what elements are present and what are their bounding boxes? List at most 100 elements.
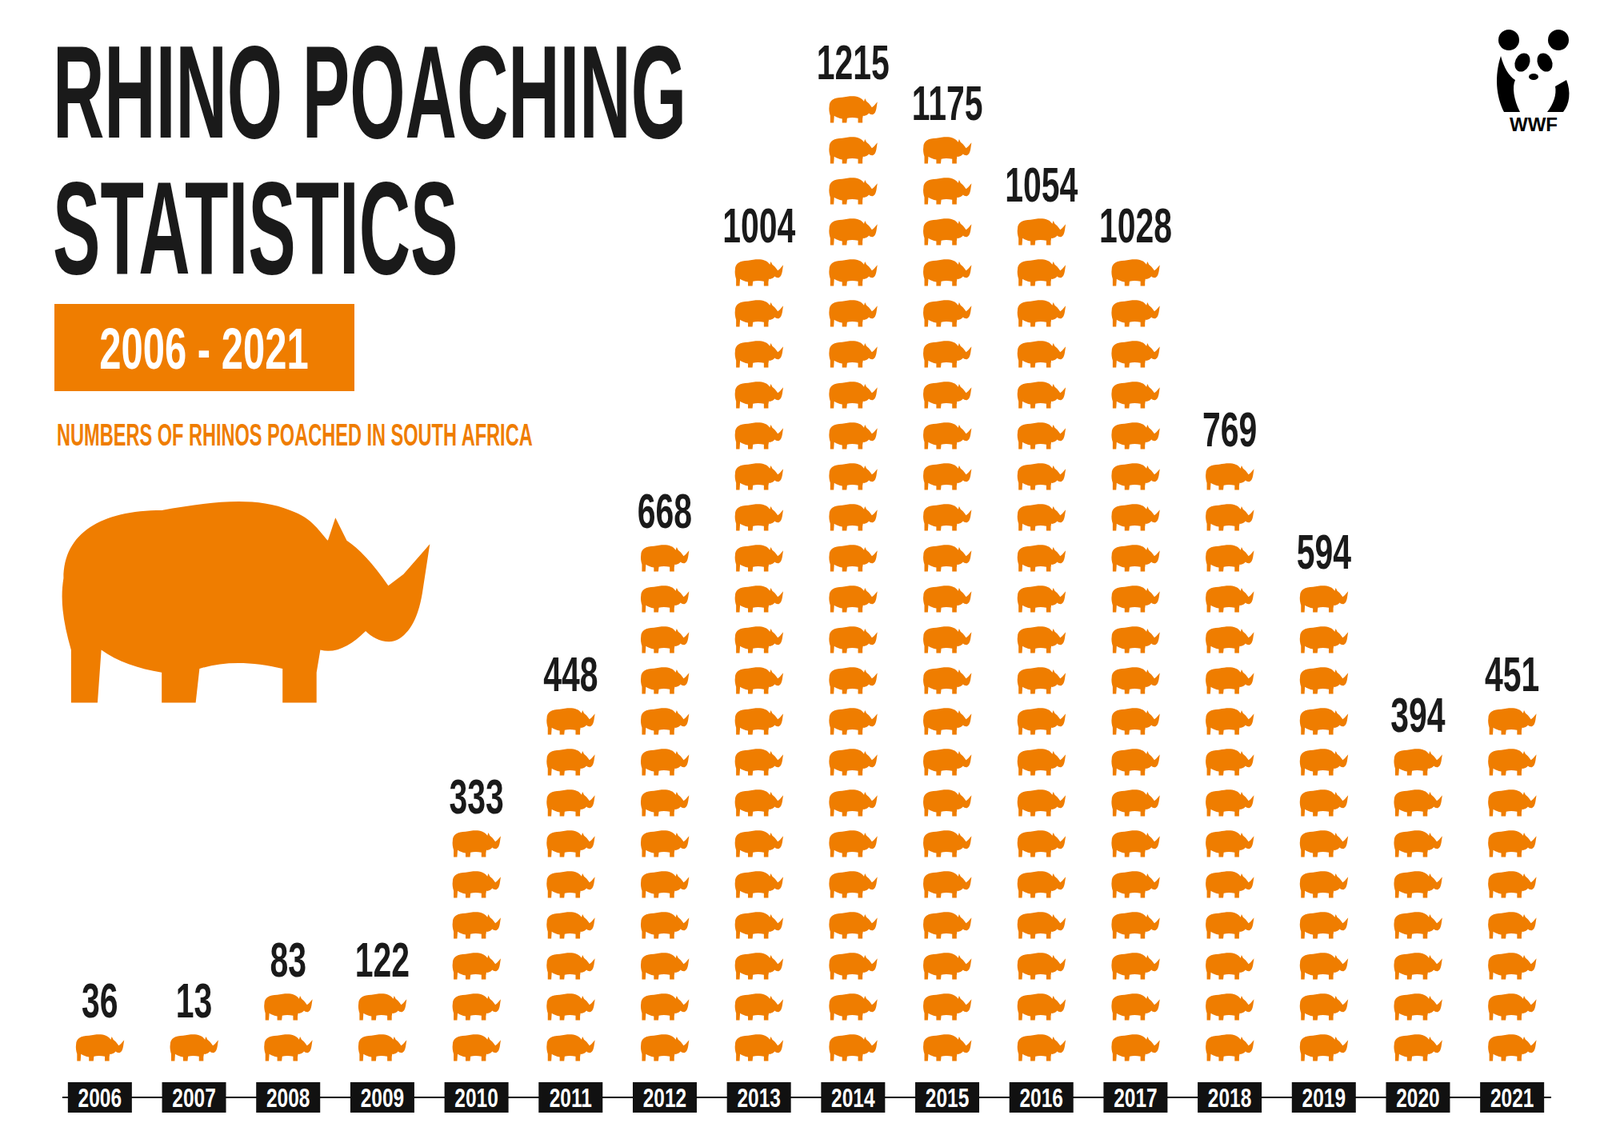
rhino-icon: [1393, 912, 1442, 939]
rhino-illustration: [62, 501, 431, 704]
rhino-icon: [546, 1034, 595, 1061]
data-labels: 3613831223334486681004121511751054102876…: [81, 34, 1540, 1028]
rhino-icon: [1111, 993, 1160, 1020]
rhino-icon: [923, 912, 972, 939]
rhino-icon: [1488, 748, 1536, 776]
title: STATISTICS: [52, 154, 459, 302]
x-tick-box: [820, 1082, 885, 1113]
logo-body: [1547, 80, 1569, 112]
rhino-icon: [923, 544, 972, 572]
x-tick-label: 2007: [172, 1082, 216, 1113]
x-tick-label: 2015: [925, 1082, 969, 1113]
x-tick-label: 2010: [454, 1082, 498, 1113]
rhino-icon: [452, 952, 501, 980]
logo-eye: [1512, 50, 1533, 74]
rhino-icon: [1017, 952, 1066, 980]
logo-ear: [1498, 29, 1520, 51]
x-tick-box: [256, 1082, 320, 1113]
pictogram-bar: [76, 1034, 124, 1061]
x-tick-label: 2011: [549, 1082, 592, 1113]
x-tick-label: 2018: [1208, 1082, 1252, 1113]
rhino-icon: [1300, 912, 1348, 939]
rhino-icon: [828, 504, 877, 531]
rhino-icon: [1205, 789, 1254, 816]
rhino-icon: [1017, 300, 1066, 327]
rhino-icon: [1300, 708, 1348, 735]
rhino-icon: [828, 830, 877, 857]
rhino-icon: [828, 667, 877, 694]
rhino-icon: [828, 708, 877, 735]
rhino-icon: [828, 952, 877, 980]
x-tick-label: 2019: [1302, 1082, 1346, 1113]
rhino-icon: [828, 544, 877, 572]
rhino-icon: [170, 1034, 219, 1061]
rhino-icon: [546, 871, 595, 898]
rhino-icon: [923, 871, 972, 898]
caption: NUMBERS OF RHINOS POACHED IN SOUTH AFRIC…: [56, 418, 533, 452]
rhino-icon: [1017, 1034, 1066, 1061]
rhino-icon: [923, 422, 972, 449]
rhino-icon: [735, 952, 784, 980]
rhino-icon: [828, 1034, 877, 1061]
rhino-icon: [1017, 708, 1066, 735]
rhino-icon: [640, 708, 689, 735]
rhino-icon: [546, 708, 595, 735]
rhino-icon: [1300, 952, 1348, 980]
rhino-icon: [1393, 1034, 1442, 1061]
rhino-icon: [1393, 952, 1442, 980]
rhino-icon: [640, 626, 689, 653]
rhino-icon: [1111, 340, 1160, 368]
x-tick-label: 2021: [1490, 1082, 1534, 1113]
rhino-icon: [640, 993, 689, 1020]
rhino-icon: [1205, 463, 1254, 490]
x-tick-box: [1292, 1082, 1356, 1113]
rhino-icon: [1300, 585, 1348, 612]
rhino-icon: [735, 667, 784, 694]
rhino-icon: [1017, 993, 1066, 1020]
subtitle-box: [54, 304, 355, 392]
pictogram-bar: [1111, 259, 1160, 1061]
rhino-icon: [1017, 585, 1066, 612]
data-label: 13: [176, 972, 213, 1028]
rhino-icon: [1393, 789, 1442, 816]
rhino-icon: [640, 952, 689, 980]
rhino-icon: [1017, 626, 1066, 653]
rhino-icon: [1111, 544, 1160, 572]
rhino-icon: [1300, 830, 1348, 857]
rhino-icon: [1300, 1034, 1348, 1061]
data-label: 1215: [816, 34, 890, 90]
rhino-icon: [923, 504, 972, 531]
rhino-icon: [1111, 748, 1160, 776]
rhino-icon: [452, 871, 501, 898]
rhino-icon: [735, 381, 784, 408]
rhino-icon: [1017, 748, 1066, 776]
x-tick-box: [350, 1082, 415, 1113]
rhino-icon: [640, 871, 689, 898]
x-tick-label: 2020: [1396, 1082, 1440, 1113]
rhino-icon: [1017, 789, 1066, 816]
rhino-icon: [1111, 259, 1160, 286]
rhino-icon: [1300, 626, 1348, 653]
rhino-icon: [828, 218, 877, 245]
x-tick-box: [444, 1082, 509, 1113]
rhino-icon: [923, 952, 972, 980]
rhino-icon: [546, 993, 595, 1020]
rhino-icon: [923, 1034, 972, 1061]
rhino-icon: [1300, 871, 1348, 898]
rhino-icon: [1017, 463, 1066, 490]
rhino-icon: [1393, 993, 1442, 1020]
pictogram-bar: [735, 259, 784, 1061]
rhino-icon: [546, 789, 595, 816]
rhino-icon: [452, 912, 501, 939]
rhino-icon: [1111, 830, 1160, 857]
rhino-icon: [735, 626, 784, 653]
rhino-icon: [923, 259, 972, 286]
rhino-icon: [828, 177, 877, 204]
rhino-icon: [735, 993, 784, 1020]
rhino-icon: [735, 830, 784, 857]
rhino-icon: [452, 1034, 501, 1061]
rhino-icon: [1017, 218, 1066, 245]
rhino-icon: [735, 259, 784, 286]
rhino-icon: [735, 544, 784, 572]
data-label: 83: [269, 932, 307, 988]
